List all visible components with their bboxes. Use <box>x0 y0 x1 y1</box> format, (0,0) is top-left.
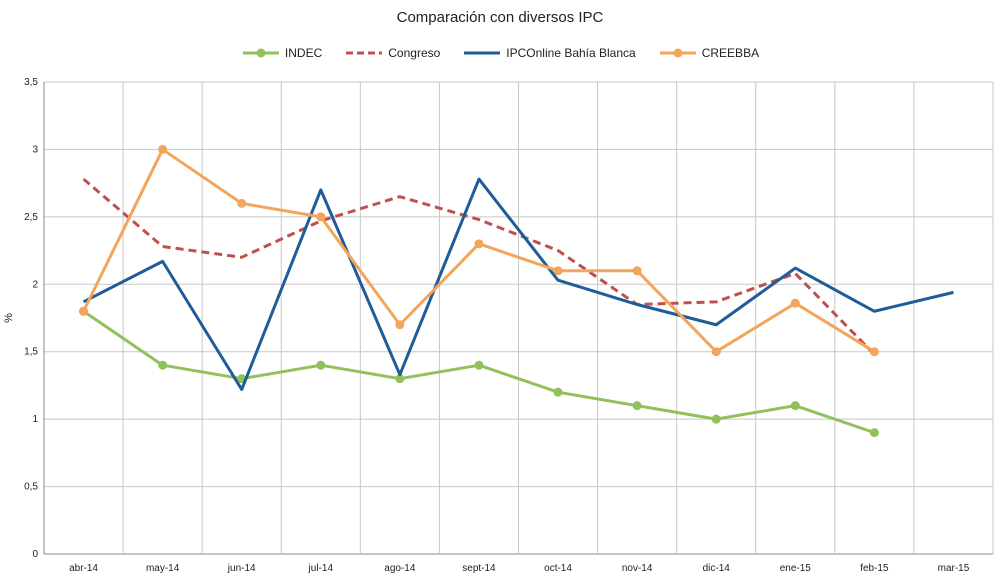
y-tick-label: 1,5 <box>24 347 38 358</box>
y-axis-title: % <box>3 313 15 323</box>
series-line-congreso <box>82 177 876 356</box>
chart-title: Comparación con diversos IPC <box>396 9 604 26</box>
data-point-creebba <box>632 266 642 276</box>
data-point-creebba <box>158 144 168 154</box>
legend-item-congreso: Congreso <box>344 46 440 60</box>
data-point-creebba <box>711 347 721 357</box>
x-tick-label: ago-14 <box>384 563 416 574</box>
legend-label: IPCOnline Bahía Blanca <box>506 46 636 60</box>
x-tick-label: jun-14 <box>227 563 256 574</box>
data-point-indec <box>316 360 326 370</box>
legend: INDEC Congreso IPCOnline Bahía Blanca CREEB… <box>0 46 1000 60</box>
data-point-creebba <box>316 212 326 222</box>
data-point-creebba <box>395 320 405 330</box>
data-point-creebba <box>79 306 89 316</box>
x-tick-label: dic-14 <box>703 563 731 574</box>
legend-item-indec: INDEC <box>241 46 322 60</box>
y-tick-label: 2 <box>32 279 38 290</box>
legend-item-ipconline-bah-a-blanca: IPCOnline Bahía Blanca <box>462 46 636 60</box>
data-point-indec <box>869 428 879 438</box>
x-tick-label: jul-14 <box>308 563 334 574</box>
x-tick-label: feb-15 <box>860 563 889 574</box>
x-tick-label: nov-14 <box>622 563 653 574</box>
y-tick-label: 2,5 <box>24 212 38 223</box>
data-point-indec <box>158 360 168 370</box>
data-point-indec <box>632 401 642 411</box>
x-tick-label: abr-14 <box>69 563 98 574</box>
legend-swatch-indec <box>242 48 279 58</box>
data-point-creebba <box>553 266 563 276</box>
x-tick-label: oct-14 <box>544 563 572 574</box>
legend-label: Congreso <box>388 46 441 60</box>
x-tick-label: mar-15 <box>938 563 970 574</box>
data-point-creebba <box>474 239 484 249</box>
y-tick-label: 0 <box>32 549 38 560</box>
y-tick-label: 0,5 <box>24 482 38 493</box>
data-point-indec <box>711 414 721 424</box>
legend-swatch-ipconline-bah-a-blanca <box>464 51 501 55</box>
legend-item-creebba: CREEBBA <box>658 46 759 60</box>
series-line-ipconline-bah-a-blanca <box>82 177 954 391</box>
data-point-indec <box>553 387 563 397</box>
legend-swatch-congreso <box>346 51 383 55</box>
data-point-creebba <box>237 198 247 208</box>
data-point-indec <box>395 374 405 384</box>
data-point-creebba <box>869 347 879 357</box>
x-tick-label: sept-14 <box>462 563 496 574</box>
data-point-indec <box>474 360 484 370</box>
legend-label: INDEC <box>284 46 323 60</box>
legend-swatch-creebba <box>659 48 696 58</box>
y-tick-label: 1 <box>32 414 38 425</box>
y-tick-label: 3,5 <box>24 77 38 88</box>
data-point-creebba <box>790 298 800 308</box>
x-tick-label: ene-15 <box>780 563 812 574</box>
data-point-indec <box>790 401 800 411</box>
legend-label: CREEBBA <box>701 46 760 60</box>
y-tick-label: 3 <box>32 144 38 155</box>
x-tick-label: may-14 <box>146 563 180 574</box>
